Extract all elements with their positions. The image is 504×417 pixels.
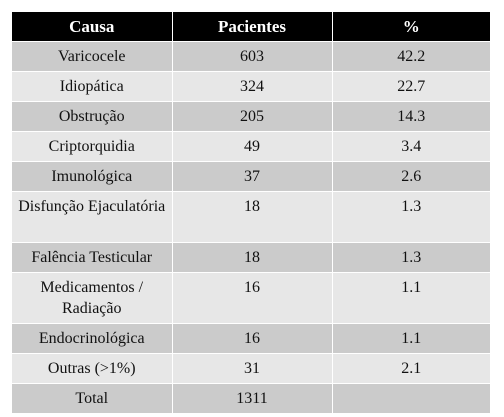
cell-pacientes: 205 [172,101,333,132]
table-row: Varicocele 603 42.2 [12,41,490,72]
cell-causa: Varicocele [12,41,173,72]
table-row: Idiopática 324 22.7 [12,71,490,102]
cell-percent: 1.3 [332,242,490,273]
cell-causa: Endocrinológica [12,323,173,354]
cell-percent: 14.3 [332,101,490,132]
cell-pacientes: 1311 [172,383,333,413]
cell-causa: Total [12,383,173,413]
table-row: Falência Testicular 18 1.3 [12,242,490,273]
causes-table-container: Causa Pacientes % Varicocele 603 42.2 Id… [12,12,490,413]
header-pacientes: Pacientes [172,12,333,42]
cell-percent: 2.1 [332,353,490,384]
cell-pacientes: 18 [172,242,333,273]
table-header-row: Causa Pacientes % [12,12,490,42]
cell-causa: Falência Testicular [12,242,173,273]
cell-percent: 1.1 [332,323,490,354]
cell-percent: 42.2 [332,41,490,72]
table-row: Outras (>1%) 31 2.1 [12,353,490,384]
cell-pacientes: 49 [172,131,333,162]
cell-causa: Disfunção Ejaculatória [12,191,173,243]
cell-pacientes: 324 [172,71,333,102]
table-row: Disfunção Ejaculatória 18 1.3 [12,191,490,243]
cell-causa: Medicamentos / Radiação [12,272,173,324]
cell-pacientes: 16 [172,272,333,324]
cell-percent: 3.4 [332,131,490,162]
causes-table: Causa Pacientes % Varicocele 603 42.2 Id… [12,12,490,413]
cell-causa: Criptorquidia [12,131,173,162]
table-row: Medicamentos / Radiação 16 1.1 [12,272,490,324]
header-percent: % [332,12,490,42]
cell-pacientes: 37 [172,161,333,192]
cell-pacientes: 603 [172,41,333,72]
cell-causa: Idiopática [12,71,173,102]
cell-pacientes: 18 [172,191,333,243]
cell-causa: Outras (>1%) [12,353,173,384]
table-row: Imunológica 37 2.6 [12,161,490,192]
cell-percent: 1.1 [332,272,490,324]
table-row: Obstrução 205 14.3 [12,101,490,132]
table-row: Criptorquidia 49 3.4 [12,131,490,162]
cell-causa: Imunológica [12,161,173,192]
cell-percent [332,383,490,413]
cell-percent: 2.6 [332,161,490,192]
cell-pacientes: 16 [172,323,333,354]
table-row: Endocrinológica 16 1.1 [12,323,490,354]
cell-pacientes: 31 [172,353,333,384]
cell-percent: 22.7 [332,71,490,102]
cell-percent: 1.3 [332,191,490,243]
cell-causa: Obstrução [12,101,173,132]
header-causa: Causa [12,12,173,42]
table-row-total: Total 1311 [12,383,490,413]
